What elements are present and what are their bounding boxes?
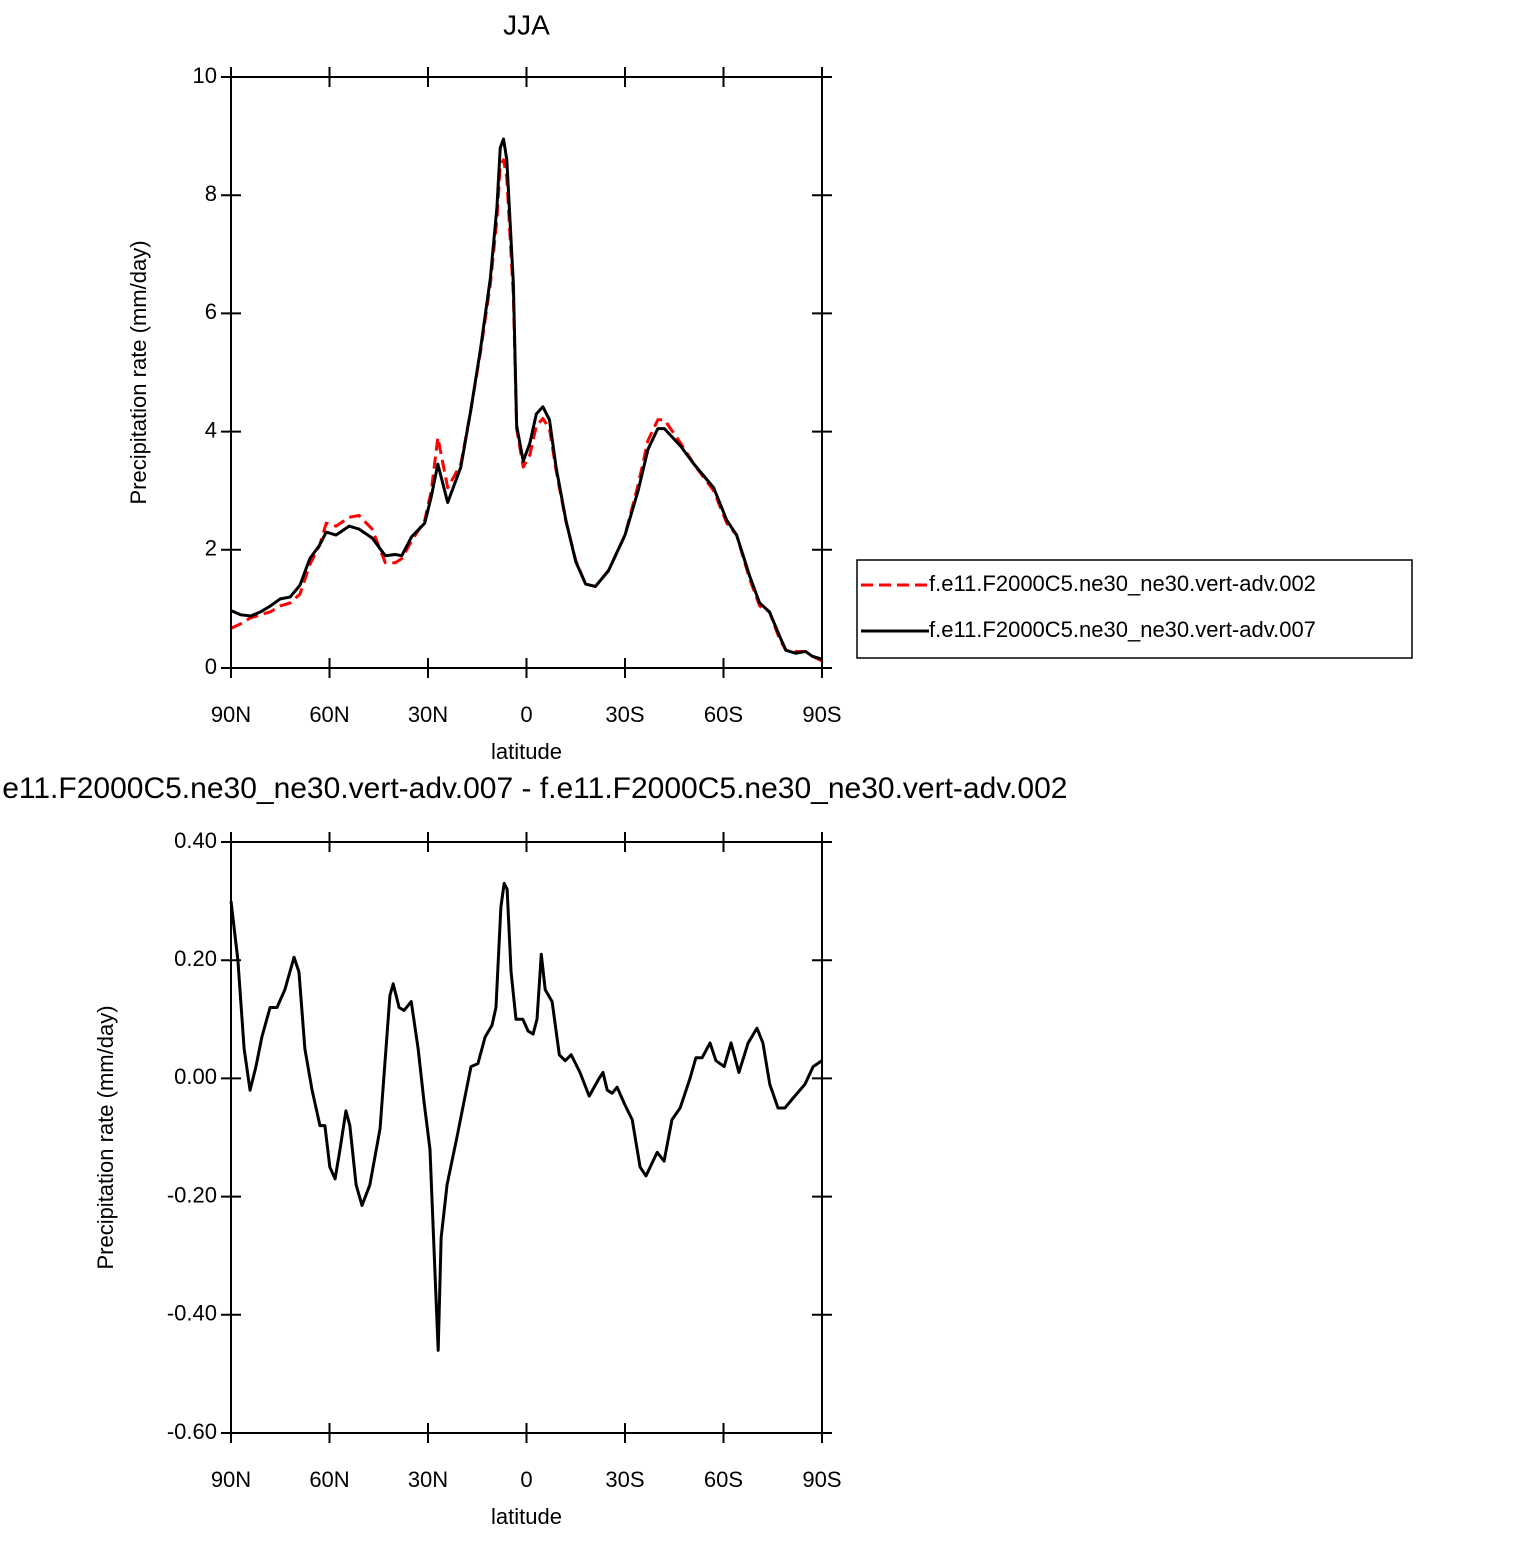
x-tick-label: 60N bbox=[309, 702, 349, 727]
y-tick-label: 10 bbox=[193, 63, 217, 88]
x-axis-label: latitude bbox=[491, 739, 562, 764]
data-line bbox=[230, 158, 823, 663]
data-line bbox=[230, 137, 823, 661]
data-line bbox=[229, 881, 823, 1352]
x-tick-label: 60S bbox=[704, 702, 743, 727]
y-tick-label: -0.20 bbox=[167, 1182, 217, 1207]
plot-frame bbox=[230, 76, 823, 669]
x-tick-label: 0 bbox=[520, 702, 532, 727]
legend-label: f.e11.F2000C5.ne30_ne30.vert-adv.007 bbox=[929, 617, 1316, 642]
legend-label: f.e11.F2000C5.ne30_ne30.vert-adv.002 bbox=[929, 571, 1316, 596]
x-tick-label: 90S bbox=[802, 1467, 841, 1492]
x-tick-label: 0 bbox=[520, 1467, 532, 1492]
plot-frame bbox=[230, 841, 823, 1434]
x-tick-label: 60N bbox=[309, 1467, 349, 1492]
chart-title: JJA bbox=[503, 9, 550, 40]
y-tick-label: -0.60 bbox=[167, 1419, 217, 1444]
x-tick-label: 60S bbox=[704, 1467, 743, 1492]
y-tick-label: 8 bbox=[205, 181, 217, 206]
x-tick-label: 30S bbox=[605, 1467, 644, 1492]
y-tick-label: 0.40 bbox=[174, 828, 217, 853]
x-tick-label: 90N bbox=[211, 702, 251, 727]
x-tick-label: 30S bbox=[605, 702, 644, 727]
y-tick-label: -0.40 bbox=[167, 1301, 217, 1326]
y-tick-label: 0.20 bbox=[174, 946, 217, 971]
x-tick-label: 30N bbox=[408, 702, 448, 727]
chart-title: f.e11.F2000C5.ne30_ne30.vert-adv.007 - f… bbox=[0, 772, 1067, 805]
y-axis-label: Precipitation rate (mm/day) bbox=[93, 1005, 118, 1269]
y-tick-label: 2 bbox=[205, 536, 217, 561]
y-tick-label: 0 bbox=[205, 654, 217, 679]
x-tick-label: 90S bbox=[802, 702, 841, 727]
legend-box bbox=[856, 559, 1413, 659]
x-axis-label: latitude bbox=[491, 1504, 562, 1529]
y-tick-label: 4 bbox=[205, 417, 217, 442]
x-tick-label: 90N bbox=[211, 1467, 251, 1492]
x-tick-label: 30N bbox=[408, 1467, 448, 1492]
y-tick-label: 6 bbox=[205, 299, 217, 324]
y-axis-label: Precipitation rate (mm/day) bbox=[126, 240, 151, 504]
y-tick-label: 0.00 bbox=[174, 1064, 217, 1089]
